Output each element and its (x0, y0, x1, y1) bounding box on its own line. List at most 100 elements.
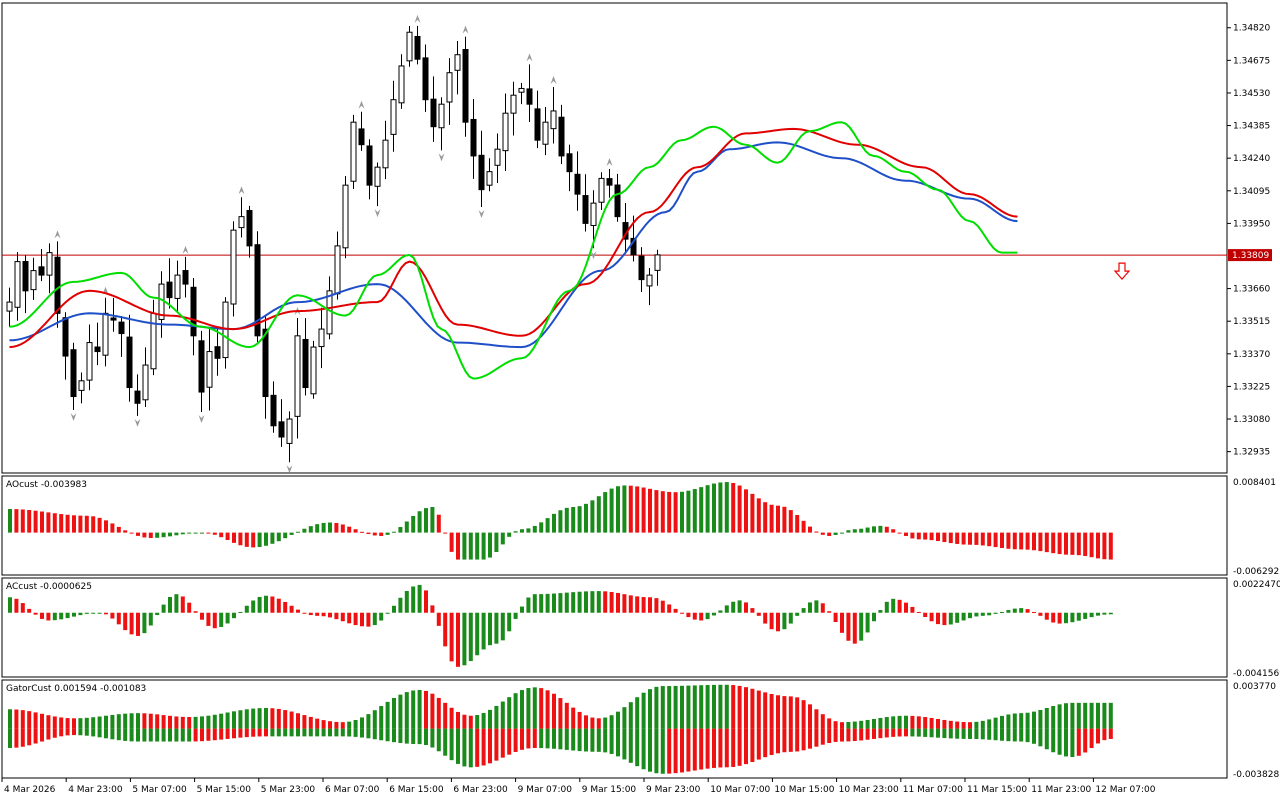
gator-lower-bar-down (532, 728, 537, 748)
gator-lower-bar-down (744, 728, 748, 765)
bull-candle (382, 139, 389, 169)
histogram-bar-down (366, 532, 371, 535)
bull-candle (510, 94, 517, 114)
histogram-bar-down (628, 595, 633, 613)
histogram-bar-up (513, 612, 518, 619)
gator-upper-bar-up (379, 706, 384, 729)
histogram-bar-up (193, 532, 198, 534)
bull-candle (142, 364, 149, 401)
fractal-down-icon (198, 415, 205, 424)
bull-candle (294, 335, 301, 417)
bear-candle (214, 346, 221, 359)
gator-indicator-pane[interactable]: GatorCust 0.001594 -0.001083 (6, 684, 1113, 774)
fractal-up-icon (550, 76, 557, 85)
histogram-bar-down (776, 505, 780, 533)
bear-candle (526, 88, 533, 105)
main-price-pane[interactable] (2, 14, 1227, 474)
histogram-bar-down (276, 598, 281, 613)
gator-upper-bar-up (980, 720, 985, 729)
histogram-bar-down (14, 509, 19, 533)
gator-upper-bar-up (878, 717, 883, 729)
gator-upper-bar-up (680, 685, 684, 729)
gator-upper-bar-down (539, 688, 544, 729)
histogram-bar-up (724, 605, 729, 613)
gator-upper-bar-up (852, 721, 857, 729)
gator-upper-bar-up (1064, 703, 1068, 729)
histogram-bar-down (443, 532, 448, 534)
gator-lower-bar-up (443, 728, 448, 756)
gator-upper-bar-down (456, 711, 460, 729)
gator-lower-bar-up (372, 728, 377, 740)
ao-indicator-pane[interactable]: AOcust -0.003983 (6, 480, 1113, 560)
price-tick-label: 1.33370 (1233, 350, 1270, 360)
histogram-bar-down (648, 488, 652, 533)
histogram-bar-up (481, 532, 486, 560)
time-tick-label: 10 Mar 07:00 (710, 785, 770, 795)
gator-lower-bar-up (1032, 728, 1036, 744)
histogram-bar-down (692, 612, 697, 620)
gator-upper-bar-up (481, 713, 486, 729)
histogram-bar-up (411, 515, 416, 533)
histogram-bar-up (404, 591, 409, 613)
histogram-bar-down (347, 612, 352, 624)
histogram-bar-up (417, 511, 422, 533)
histogram-bar-down (699, 612, 704, 621)
gator-upper-bar-down (334, 721, 339, 729)
gator-upper-bar-up (872, 718, 876, 729)
gator-upper-bar-up (622, 707, 627, 729)
gator-lower-bar-down (200, 728, 204, 742)
gator-lower-bar-up (603, 728, 608, 753)
histogram-bar-down (968, 532, 972, 545)
gator-lower-bar-down (737, 728, 742, 766)
gator-lower-bar-down (686, 728, 691, 772)
bear-candle (414, 35, 421, 60)
histogram-bar-up (1102, 612, 1107, 615)
gator-lower-bar-down (1089, 728, 1094, 748)
fractal-up-icon (238, 186, 245, 195)
gator-lower-bar-down (500, 728, 505, 758)
histogram-bar-up (1083, 612, 1088, 619)
gator-lower-bar-up (948, 728, 953, 739)
gator-lower-bar-down (1083, 728, 1088, 753)
gator-upper-bar-down (564, 702, 569, 729)
histogram-bar-up (296, 531, 300, 533)
histogram-bar-up (8, 597, 12, 613)
fractal-down-icon (478, 210, 485, 219)
gator-upper-bar-down (308, 716, 313, 729)
gator-upper-bar-up (404, 692, 409, 729)
histogram-bar-down (942, 612, 947, 626)
histogram-bar-down (193, 611, 198, 613)
histogram-bar-down (884, 526, 889, 533)
histogram-bar-down (200, 612, 204, 620)
histogram-bar-down (929, 612, 934, 622)
histogram-bar-up (59, 612, 64, 620)
histogram-bar-down (449, 532, 454, 552)
histogram-bar-up (1076, 612, 1081, 621)
gator-upper-bar-up (1057, 704, 1062, 729)
histogram-bar-down (20, 603, 25, 613)
fractal-up-icon (526, 53, 533, 62)
histogram-bar-down (20, 509, 25, 533)
time-tick-label: 12 Mar 07:00 (1095, 785, 1155, 795)
histogram-bar-down (654, 598, 659, 613)
histogram-bar-down (65, 514, 70, 533)
histogram-bar-up (699, 487, 704, 533)
bull-candle (518, 87, 525, 93)
gator-upper-bar-up (360, 717, 364, 729)
time-tick-label: 5 Mar 15:00 (197, 785, 252, 795)
histogram-bar-up (980, 612, 985, 616)
gator-upper-bar-down (744, 687, 748, 729)
bull-candle (342, 184, 349, 249)
gator-lower-bar-up (929, 728, 934, 738)
ac-indicator-pane[interactable]: ACcust -0.0000625 (6, 582, 1113, 667)
histogram-bar-down (225, 532, 230, 541)
histogram-bar-up (72, 612, 76, 617)
gator-upper-bar-up (513, 693, 518, 729)
histogram-bar-down (129, 532, 134, 534)
histogram-bar-down (360, 531, 364, 533)
gator-lower-bar-down (33, 728, 38, 744)
gator-upper-bar-down (961, 722, 966, 729)
gator-upper-bar-down (795, 697, 800, 729)
gator-lower-bar-up (430, 728, 435, 748)
gator-upper-bar-up (859, 720, 864, 729)
